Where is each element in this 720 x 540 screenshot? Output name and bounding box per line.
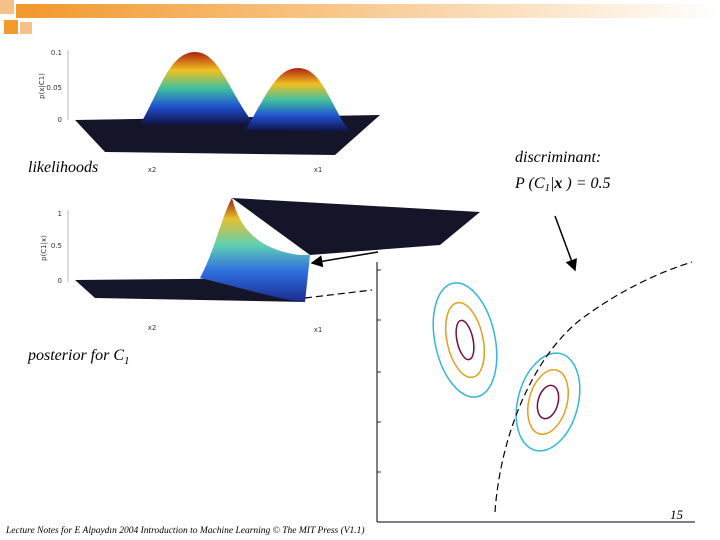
page-number: 15 — [670, 507, 684, 522]
y-tick-label: 0.05 — [46, 84, 62, 92]
x-axis-label: x1 — [314, 166, 323, 174]
arrow — [554, 215, 577, 272]
y-tick-label: 0 — [58, 116, 62, 124]
y-tick-label: 1 — [58, 210, 62, 218]
y-tick-label: 0 — [58, 277, 62, 285]
x-axis-label: x2 — [148, 166, 157, 174]
posterior-label: posterior for C1 — [27, 347, 130, 367]
y-tick-label: 0.1 — [51, 49, 62, 57]
discriminant-formula: P (C1|x ) = 0.5 — [514, 175, 611, 194]
y-axis-label: p(x|C1) — [38, 73, 46, 99]
y-axis-label: p(C1|x) — [40, 235, 48, 261]
x-axis-label: x2 — [148, 324, 157, 332]
posterior-plot: 1 0.5 0 p(C1|x) x2 x1 — [40, 198, 480, 334]
x-axis-label: x1 — [314, 326, 323, 334]
y-tick-label: 0.5 — [51, 242, 62, 250]
header-decoration — [0, 0, 720, 34]
footer: Lecture Notes for E Alpaydın 2004 Introd… — [5, 525, 365, 536]
contour-plot — [304, 261, 695, 523]
likelihoods-label: likelihoods — [28, 159, 98, 176]
likelihood-plot: 0.1 0.05 0 p(x|C1) x2 x1 — [38, 49, 380, 174]
arrow — [310, 251, 379, 268]
discriminant-title: discriminant: — [515, 149, 601, 166]
